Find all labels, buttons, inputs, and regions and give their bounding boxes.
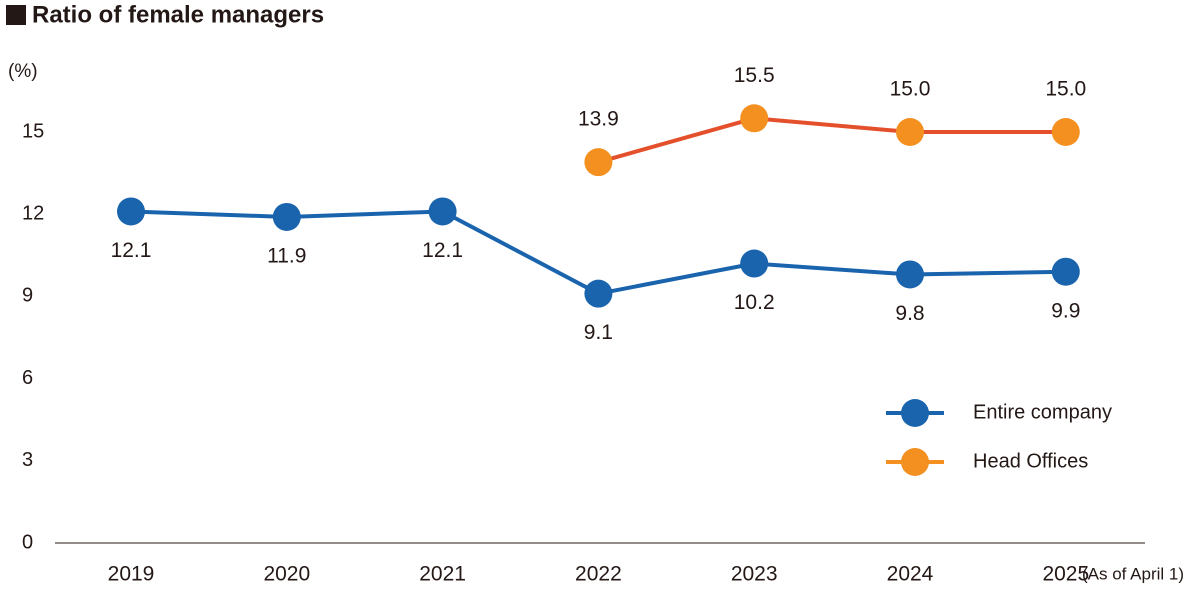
y-tick-label: 15 xyxy=(22,120,44,142)
data-label: 15.0 xyxy=(890,78,931,101)
series-line xyxy=(597,116,1066,165)
chart-title: Ratio of female managers xyxy=(32,1,324,28)
y-tick-label: 6 xyxy=(22,367,33,389)
data-point xyxy=(272,202,301,231)
legend-label: Head Offices xyxy=(973,450,1088,472)
data-point xyxy=(428,197,457,226)
data-label: 9.1 xyxy=(584,321,613,344)
legend-marker xyxy=(901,448,929,476)
data-point xyxy=(1051,257,1080,286)
data-point xyxy=(740,104,769,133)
x-tick-label: 2019 xyxy=(108,563,155,586)
data-label: 12.1 xyxy=(422,239,463,262)
y-tick-label: 3 xyxy=(22,449,33,471)
data-label: 13.9 xyxy=(578,108,619,131)
y-tick-label: 0 xyxy=(22,531,33,553)
data-point xyxy=(740,249,769,278)
data-point xyxy=(1051,118,1080,146)
data-point xyxy=(896,260,924,289)
y-tick-label: 12 xyxy=(22,202,44,224)
data-label: 15.0 xyxy=(1045,78,1086,101)
x-tick-label: 2020 xyxy=(263,563,310,586)
y-axis-unit: (%) xyxy=(8,61,38,82)
data-point xyxy=(584,279,613,308)
data-label: 10.2 xyxy=(734,291,775,314)
x-tick-label: 2021 xyxy=(419,563,466,586)
data-label: 9.8 xyxy=(895,302,924,325)
data-label: 11.9 xyxy=(267,244,306,267)
x-tick-label: 2022 xyxy=(575,563,622,586)
data-label: 12.1 xyxy=(111,239,152,262)
x-tick-label: 2025 xyxy=(1042,563,1089,586)
data-point xyxy=(896,118,924,146)
data-label: 9.9 xyxy=(1051,299,1080,322)
x-tick-label: 2023 xyxy=(731,563,778,586)
legend-label: Entire company xyxy=(973,401,1112,423)
y-tick-label: 9 xyxy=(22,285,33,307)
x-tick-label: 2024 xyxy=(887,563,934,586)
data-label: 15.5 xyxy=(734,64,775,87)
legend-marker xyxy=(901,399,929,427)
x-axis-note: (As of April 1) xyxy=(1082,564,1184,583)
title-icon xyxy=(6,5,26,25)
data-point xyxy=(117,197,145,226)
data-point xyxy=(584,148,613,177)
